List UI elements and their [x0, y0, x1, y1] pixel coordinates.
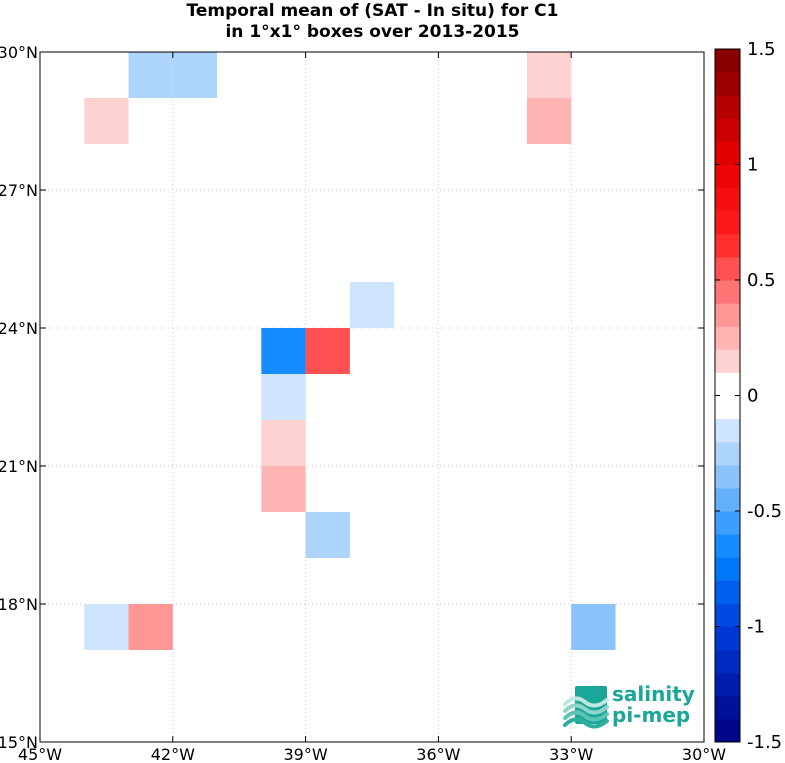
colorbar-segment [715, 326, 740, 350]
colorbar: 1.5 1 0.5 0 -0.5 -1 -1.5 [714, 39, 782, 753]
heatmap-cell [84, 604, 129, 650]
colorbar-segment [715, 464, 740, 489]
y-tick-label: 30°N [0, 43, 38, 62]
logo-line2: pi-mep [612, 703, 690, 727]
chart-title-line2: in 1°x1° boxes over 2013-2015 [225, 22, 520, 42]
logo-wave [563, 717, 609, 729]
x-tick-label: 39°W [284, 745, 328, 763]
colorbar-segment [715, 280, 740, 304]
x-tick-label: 45°W [18, 745, 62, 763]
logo-waves-icon [563, 686, 609, 729]
colorbar-tick-label: 0 [747, 386, 758, 407]
colorbar-segment [715, 372, 740, 396]
heatmap-cell [261, 374, 306, 420]
colorbar-segment [715, 118, 740, 142]
colorbar-segment [715, 418, 740, 443]
heatmap-cell [571, 604, 616, 650]
colorbar-tick-label: -1 [747, 617, 765, 638]
colorbar-segment [715, 349, 740, 373]
colorbar-segment [715, 672, 740, 697]
x-tick-label: 33°W [549, 745, 593, 763]
colorbar-segment [715, 72, 740, 96]
colorbar-segment [715, 441, 740, 466]
colorbar-segment [715, 718, 740, 743]
heatmap-cell [261, 420, 306, 466]
colorbar-tick-label: -1.5 [747, 732, 782, 753]
colorbar-tick-label: 1.5 [747, 39, 776, 60]
heatmap-cell [261, 328, 306, 374]
heatmap-cell [84, 98, 129, 144]
heatmap-cell [305, 328, 350, 374]
colorbar-segment [715, 649, 740, 674]
heatmap-cells [84, 52, 616, 650]
heatmap-cell [128, 604, 173, 650]
heatmap-cell [305, 512, 350, 558]
colorbar-segment [715, 487, 740, 512]
logo-line1: salinity [612, 682, 695, 706]
logo-wave [563, 696, 609, 708]
y-tick-label: 21°N [0, 457, 38, 476]
colorbar-segment [715, 95, 740, 119]
plot-frame [39, 51, 705, 743]
logo-wave [563, 710, 609, 722]
y-tick-label: 24°N [0, 319, 38, 338]
y-tick-label: 15°N [0, 733, 38, 752]
colorbar-segment [715, 626, 740, 651]
colorbar-tick-label: 0.5 [747, 270, 776, 291]
colorbar-segment [715, 256, 740, 281]
y-tick-label: 18°N [0, 595, 38, 614]
x-tick-label: 36°W [416, 745, 460, 763]
y-tick-label: 27°N [0, 181, 38, 200]
y-axis: 30°N 27°N 24°N 21°N 18°N 15°N [0, 43, 704, 752]
heatmap-cell [526, 98, 572, 144]
colorbar-segment [715, 303, 740, 327]
colorbar-segment [715, 603, 740, 627]
salinity-pimep-logo: salinity pi-mep [563, 682, 695, 729]
colorbar-segment [715, 187, 740, 212]
colorbar-tick-label: -0.5 [747, 501, 782, 522]
colorbar-tick-label: 1 [747, 155, 758, 176]
heatmap-cell [349, 282, 395, 328]
colorbar-segment [715, 210, 740, 235]
colorbar-segment [715, 695, 740, 720]
x-tick-label: 42°W [151, 745, 195, 763]
heatmap-cell [128, 52, 173, 98]
colorbar-segment [715, 49, 740, 73]
colorbar-segment [715, 164, 740, 189]
colorbar-segment [715, 233, 740, 258]
colorbar-segment [715, 141, 740, 165]
colorbar-segment [715, 580, 740, 604]
colorbar-segment [715, 511, 740, 535]
colorbar-segment [715, 557, 740, 581]
heatmap-cell [172, 52, 218, 98]
colorbar-segment [715, 534, 740, 558]
logo-wave [563, 703, 609, 715]
heatmap-cell [261, 466, 306, 512]
chart-title-line1: Temporal mean of (SAT - In situ) for C1 [186, 1, 559, 21]
colorbar-segment [715, 395, 740, 420]
x-axis: 45°W 42°W 39°W 36°W 33°W 30°W [18, 52, 726, 763]
heatmap-cell [526, 52, 572, 98]
x-tick-label: 30°W [682, 745, 726, 763]
